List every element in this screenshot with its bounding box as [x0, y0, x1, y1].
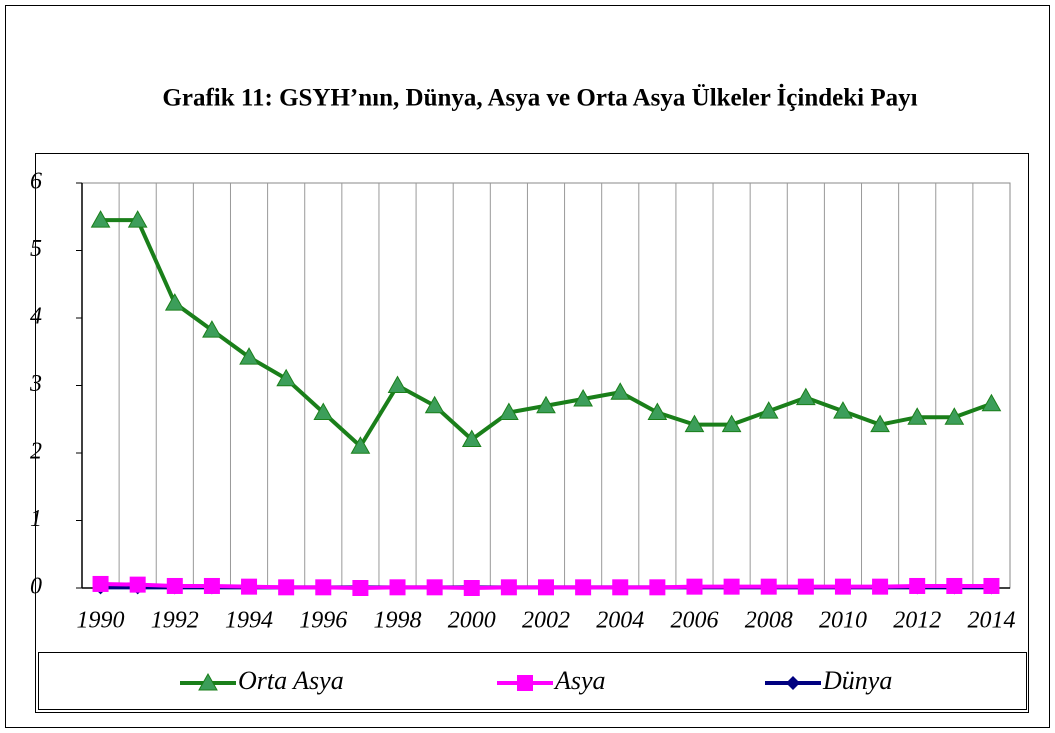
marker: [870, 414, 890, 433]
y-tick-label: 1: [30, 506, 42, 532]
y-tick-label: 3: [29, 371, 42, 397]
marker: [463, 580, 480, 596]
legend-label: Orta Asya: [238, 666, 344, 695]
marker: [389, 579, 406, 596]
y-tick-label: 0: [30, 574, 42, 600]
marker: [686, 578, 703, 595]
marker: [239, 347, 259, 365]
marker: [241, 578, 258, 595]
marker: [721, 414, 742, 433]
marker: [872, 578, 889, 595]
marker: [202, 320, 222, 338]
x-tick-label: 2010: [819, 608, 867, 634]
marker: [946, 577, 963, 594]
marker: [90, 210, 111, 228]
marker: [834, 578, 851, 595]
marker: [907, 407, 928, 425]
marker: [92, 575, 109, 592]
marker: [387, 375, 408, 393]
x-tick-label: 1994: [225, 608, 273, 634]
marker: [575, 579, 592, 596]
x-tick-label: 1990: [77, 608, 125, 634]
x-tick-label: 2002: [522, 608, 570, 634]
marker: [517, 675, 533, 691]
x-tick-label: 2008: [745, 608, 793, 634]
y-tick-label: 4: [30, 304, 42, 330]
marker: [127, 210, 148, 228]
x-tick-label: 1992: [151, 608, 199, 634]
marker: [426, 579, 443, 596]
marker: [538, 579, 554, 596]
marker: [684, 414, 705, 433]
marker: [499, 402, 519, 420]
marker: [164, 293, 185, 311]
marker: [760, 578, 777, 595]
marker: [461, 429, 482, 447]
y-tick-label: 6: [30, 169, 42, 195]
marker: [573, 388, 593, 407]
marker: [795, 387, 816, 406]
marker: [909, 577, 926, 594]
chart-title: Grafik 11: GSYH’nın, Dünya, Asya ve Orta…: [162, 84, 917, 112]
marker: [612, 579, 629, 596]
marker: [315, 579, 332, 596]
marker: [647, 402, 668, 420]
chart-frame: [35, 153, 1029, 713]
marker: [203, 577, 220, 594]
x-tick-label: 2014: [967, 608, 1015, 634]
legend-frame: [38, 652, 1027, 710]
marker: [129, 576, 146, 593]
marker: [797, 578, 814, 595]
x-tick-label: 2000: [448, 608, 496, 634]
legend-label: Dünya: [822, 666, 892, 695]
marker: [610, 382, 631, 400]
y-tick-label: 5: [30, 236, 42, 262]
x-tick-label: 2004: [596, 608, 644, 634]
marker: [786, 676, 800, 690]
x-tick-label: 2012: [893, 608, 941, 634]
marker: [649, 579, 666, 596]
x-tick-label: 1998: [374, 608, 422, 634]
marker: [278, 579, 295, 596]
marker: [166, 577, 183, 594]
marker: [350, 436, 371, 454]
marker: [723, 578, 740, 595]
x-tick-label: 2006: [670, 608, 718, 634]
marker: [758, 401, 779, 419]
legend-label: Asya: [553, 666, 606, 695]
marker: [276, 368, 297, 387]
marker: [352, 580, 369, 596]
marker: [424, 395, 445, 414]
x-tick-label: 1996: [299, 608, 347, 634]
marker: [983, 577, 1000, 594]
marker: [833, 401, 853, 419]
y-tick-label: 2: [30, 439, 42, 465]
marker: [500, 579, 517, 596]
marker: [536, 395, 556, 414]
marker: [313, 402, 334, 420]
marker: [198, 672, 218, 691]
marker: [981, 393, 1002, 412]
marker: [944, 407, 965, 425]
